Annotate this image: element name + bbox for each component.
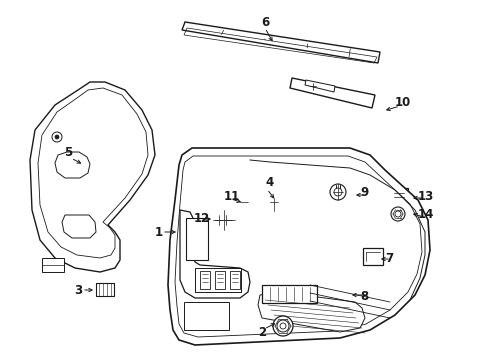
Circle shape bbox=[272, 316, 292, 336]
Bar bbox=[96, 283, 114, 296]
Polygon shape bbox=[62, 215, 96, 238]
Text: 10: 10 bbox=[394, 96, 410, 109]
Bar bbox=[389, 188, 407, 202]
Text: 1: 1 bbox=[155, 225, 163, 238]
Polygon shape bbox=[180, 210, 249, 298]
Text: 9: 9 bbox=[359, 186, 367, 199]
Text: 12: 12 bbox=[194, 211, 210, 225]
Bar bbox=[229, 271, 240, 289]
Bar bbox=[262, 285, 316, 303]
Bar bbox=[195, 268, 241, 292]
Bar bbox=[213, 210, 235, 230]
Text: 11: 11 bbox=[224, 190, 240, 203]
Polygon shape bbox=[55, 152, 90, 178]
Bar bbox=[362, 248, 382, 265]
Bar bbox=[185, 218, 207, 260]
Text: 13: 13 bbox=[417, 189, 433, 202]
Polygon shape bbox=[289, 78, 374, 108]
Polygon shape bbox=[182, 22, 379, 63]
Text: 2: 2 bbox=[258, 327, 265, 339]
Bar bbox=[200, 271, 209, 289]
Polygon shape bbox=[265, 198, 282, 211]
Text: 5: 5 bbox=[64, 147, 72, 159]
Polygon shape bbox=[168, 148, 429, 345]
Circle shape bbox=[55, 135, 59, 139]
Circle shape bbox=[333, 188, 341, 196]
Circle shape bbox=[280, 323, 285, 329]
Bar bbox=[183, 302, 228, 330]
Text: 4: 4 bbox=[264, 176, 273, 189]
Circle shape bbox=[394, 211, 400, 217]
Text: 8: 8 bbox=[359, 289, 367, 302]
Bar bbox=[42, 258, 64, 272]
Polygon shape bbox=[236, 196, 249, 208]
Circle shape bbox=[390, 207, 404, 221]
Text: 3: 3 bbox=[74, 284, 82, 297]
Text: 14: 14 bbox=[417, 208, 433, 221]
Circle shape bbox=[276, 320, 288, 332]
Text: 6: 6 bbox=[261, 15, 269, 28]
Text: 7: 7 bbox=[384, 252, 392, 266]
Bar bbox=[215, 271, 224, 289]
Polygon shape bbox=[258, 292, 364, 332]
Circle shape bbox=[329, 184, 346, 200]
Polygon shape bbox=[30, 82, 155, 272]
Circle shape bbox=[52, 132, 62, 142]
Polygon shape bbox=[305, 80, 334, 92]
